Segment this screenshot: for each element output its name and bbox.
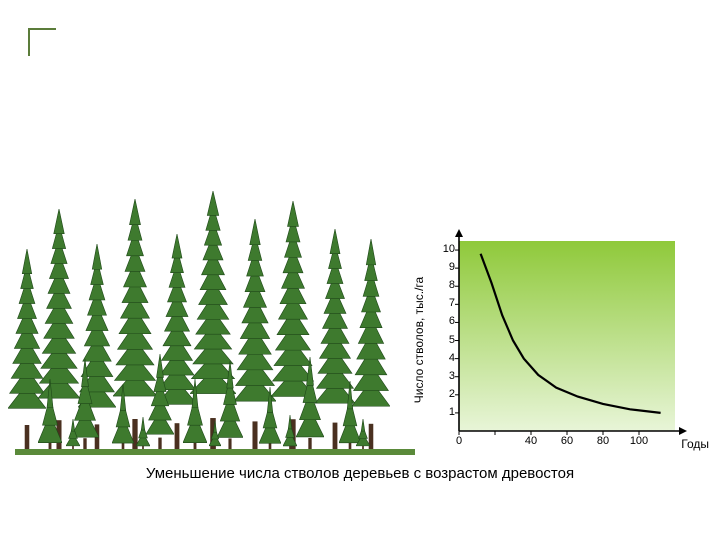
conifer-tree [136,417,150,449]
conifer-tree [259,387,281,449]
chart-xlabel: Годы [681,437,709,451]
conifer-tree [183,379,207,449]
figure-caption: Уменьшение числа стволов деревьев с возр… [0,465,720,482]
ytick-label: 5 [437,334,455,346]
ytick-label: 7 [437,297,455,309]
conifer-tree [66,419,80,449]
conifer-tree [112,384,134,449]
conifer-tree [356,419,370,449]
ytick-label: 9 [437,261,455,273]
ytick-label: 4 [437,352,455,364]
figure-row: Число стволов, тыс./га Годы 123456789100… [15,155,705,455]
forest-illustration [15,185,415,455]
conifer-tree [296,357,324,449]
xtick-label: 80 [593,435,613,447]
xtick-label: 60 [557,435,577,447]
chart-ylabel: Число стволов, тыс./га [412,277,426,403]
conifer-tree [38,379,62,449]
ytick-label: 6 [437,315,455,327]
ground-line [15,449,415,455]
conifer-tree [283,415,297,449]
conifer-tree [146,354,174,449]
chart-svg [425,225,705,455]
xtick-label: 100 [629,435,649,447]
ytick-label: 1 [437,406,455,418]
conifer-tree [209,421,221,449]
xtick-label: 40 [521,435,541,447]
decay-chart: Число стволов, тыс./га Годы 123456789100… [425,225,705,455]
slide-corner-accent [28,28,56,56]
ytick-label: 8 [437,279,455,291]
xtick-label: 0 [449,435,469,447]
ytick-label: 2 [437,388,455,400]
ytick-label: 10 [437,243,455,255]
ytick-label: 3 [437,370,455,382]
